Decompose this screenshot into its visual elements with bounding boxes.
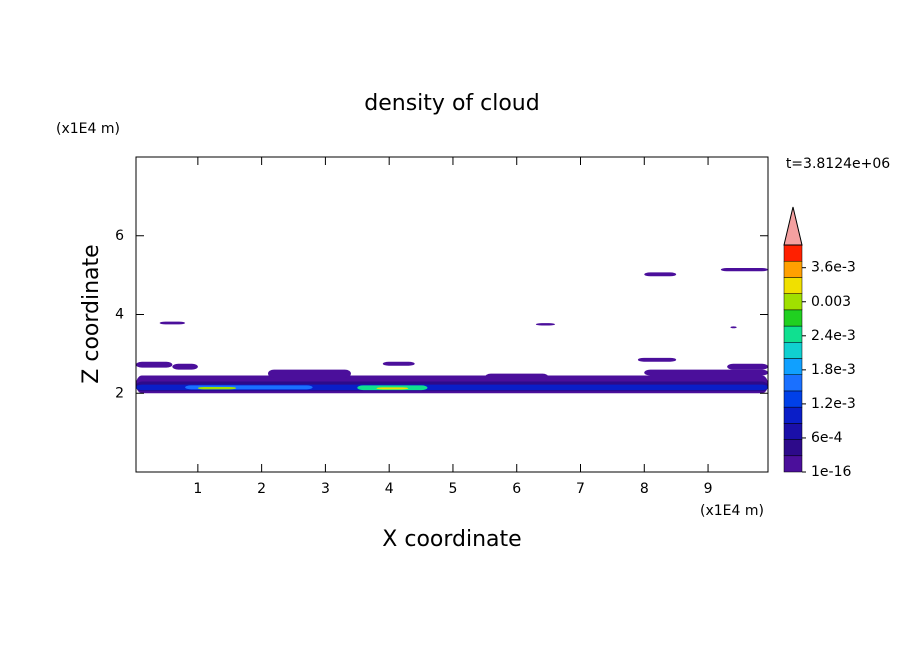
colorbar-band [783,277,803,294]
colorbar-tick-label: 1e-16 [811,464,851,480]
contour-region [136,361,173,368]
y-tick-label: 4 [115,307,124,323]
contour-region [268,369,351,378]
colorbar-band [783,406,803,424]
colorbar-band [783,455,803,473]
contour-region [484,373,549,382]
colorbar-extend [783,206,803,246]
contour-region [535,323,555,326]
x-tick-label: 3 [321,481,330,497]
x-unit: (x1E4 m) [700,503,764,519]
contour-region [382,361,415,366]
contour-region [720,268,768,272]
x-axis-label: X coordinate [382,527,521,552]
x-tick-label: 5 [448,481,457,497]
contour-region [730,326,737,329]
colorbar-band [783,325,803,343]
colorbar-tick-label: 2.4e-3 [811,328,856,344]
colorbar-tick-label: 1.2e-3 [811,396,856,412]
colorbar-band [783,260,803,278]
colorbar-band [783,390,803,408]
contour-region [172,363,198,370]
x-tick-label: 1 [193,481,202,497]
x-tick-label: 8 [640,481,649,497]
x-tick-label: 7 [576,481,585,497]
contour-region [644,272,677,277]
colorbar-band [783,309,803,327]
x-tick-label: 9 [704,481,713,497]
plot-frame [135,156,769,473]
time-label: t=3.8124e+06 [786,156,890,172]
colorbar-band [783,342,803,359]
contour-region [727,363,768,370]
contour-region [376,387,409,390]
colorbar-tick-label: 3.6e-3 [811,260,856,276]
colorbar-band [783,374,803,392]
colorbar-band [783,244,803,262]
contour-region [644,369,768,376]
y-unit: (x1E4 m) [56,121,120,137]
colorbar-band [783,423,803,440]
colorbar-band [783,293,803,311]
colorbar-tick-label: 1.8e-3 [811,362,856,378]
contour-region [159,321,186,325]
colorbar-band [783,358,803,375]
y-axis-label: Z coordinate [79,244,104,383]
colorbar-tick-label: 0.003 [811,294,851,310]
colorbar-tick-label: 6e-4 [811,430,843,446]
colorbar-band [783,439,803,457]
y-tick-label: 6 [115,228,124,244]
y-tick-label: 2 [115,385,124,401]
contour-region [197,386,237,390]
x-tick-label: 4 [385,481,394,497]
x-tick-label: 6 [512,481,521,497]
x-tick-label: 2 [257,481,266,497]
chart-title: density of cloud [364,91,539,116]
contour-region [637,357,677,362]
